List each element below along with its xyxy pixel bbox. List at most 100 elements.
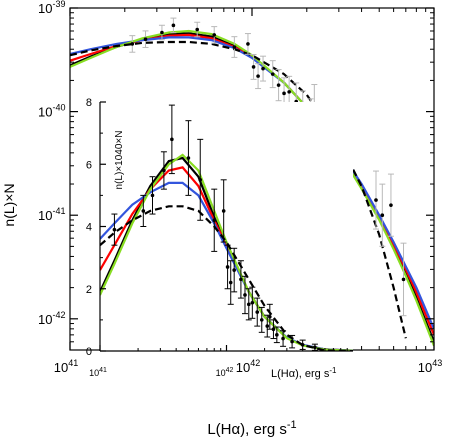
main-data-point [260,55,267,82]
main-point-marker [246,42,250,46]
inset-point-marker [186,156,191,160]
main-y-axis-label: n(L)×N [1,183,17,226]
main-data-point [387,173,394,237]
inset-point-marker [250,300,255,305]
main-point-marker [374,198,378,202]
main-point-marker [261,66,265,71]
main-point-marker [171,23,176,28]
main-data-point [211,26,218,44]
inset-data-point [231,247,238,293]
inset-point-marker [255,310,260,314]
main-y-tick-label: 10-40 [38,103,65,120]
inset-data-point [149,176,156,215]
inset-point-marker [232,268,236,272]
inset-data-point [266,303,273,330]
inset-panel: 0 2 4 6 8 1041 1042 L(Hα), erg s-1 n(L)×1040×N [86,97,353,380]
main-data-point [142,30,149,48]
main-data-point [275,69,282,102]
inset-data-point [258,306,265,333]
main-point-marker [287,90,291,94]
inset-data-point [160,151,167,190]
inset-point-marker [225,265,230,269]
inset-y-tick-label: 6 [86,159,92,171]
inset-data-point [280,330,287,347]
main-data-point [158,24,165,41]
main-point-marker [380,213,385,218]
inset-axis-ticks: 0 2 4 6 8 1041 1042 [86,97,348,378]
inset-data-point [264,314,271,338]
main-y-tick-label: 10-42 [38,310,65,327]
inset-data-points [111,104,318,351]
inset-point-marker [112,227,117,232]
inset-point-marker [275,333,279,337]
main-point-marker [212,33,217,37]
inset-data-point [185,120,192,196]
main-x-axis-label: L(Hα), erg s-1 [207,419,296,438]
inset-data-point [241,275,248,315]
main-point-marker [160,30,164,35]
main-y-tick-label: 10-41 [38,206,65,223]
inset-background [100,102,353,351]
inset-data-point [211,188,218,252]
main-data-point [231,36,238,58]
inset-point-marker [271,327,276,332]
main-data-point [372,170,379,230]
inset-point-marker [300,342,305,347]
main-point-marker [389,203,393,207]
inset-data-point [227,260,234,305]
main-data-point [400,242,407,317]
inset-data-point [197,138,204,221]
inset-x-axis-label: L(Hα), erg s-1 [271,366,337,380]
main-point-marker [276,83,281,87]
inset-x-tick-label: 1041 [89,367,107,378]
inset-point-marker [265,324,270,328]
inset-point-marker [198,178,203,182]
inset-x-tick-label: 1042 [216,367,234,378]
main-data-point [244,33,251,55]
inset-point-marker [290,339,294,344]
inset-data-point [289,334,296,349]
main-point-marker [270,72,275,76]
main-x-tick-label: 1042 [236,358,260,375]
inset-data-point [237,260,244,299]
inset-point-marker [243,293,247,297]
inset-point-marker [170,137,174,142]
inset-point-marker [313,345,317,350]
main-point-marker [143,37,148,41]
inset-point-marker [150,193,155,198]
main-data-point [269,60,276,89]
main-data-point [255,63,262,90]
main-point-marker [401,277,406,282]
inset-y-axis-label: n(L)×1040×N [114,131,125,190]
main-curves [70,29,434,347]
main-x-tick-label: 1041 [54,358,78,375]
inset-data-point [249,286,256,319]
main-data-point [129,35,136,53]
main-point-marker [195,27,200,32]
inset-data-point [270,319,277,340]
inset-data-point [220,179,227,243]
main-data-point [250,53,257,80]
main-data-point [194,21,201,38]
main-series-line-4 [70,40,407,339]
inset-point-marker [228,280,233,285]
inset-y-tick-label: 4 [86,222,92,234]
inset-point-marker [162,168,166,173]
inset-data-point [245,288,252,321]
inset-point-marker [221,209,226,213]
inset-point-marker [239,277,243,282]
main-point-marker [130,42,135,46]
inset-data-point [168,104,175,175]
inset-y-tick-label: 2 [86,284,92,296]
inset-data-point [224,244,231,290]
main-y-tick-label: 10-39 [38,0,65,16]
main-data-point [170,17,177,34]
inset-data-point [140,194,147,227]
inset-data-point [273,326,280,344]
inset-data-point [111,213,118,246]
main-point-marker [282,91,286,96]
main-point-marker [256,74,260,78]
inset-point-marker [281,336,285,341]
main-point-marker [232,45,237,49]
